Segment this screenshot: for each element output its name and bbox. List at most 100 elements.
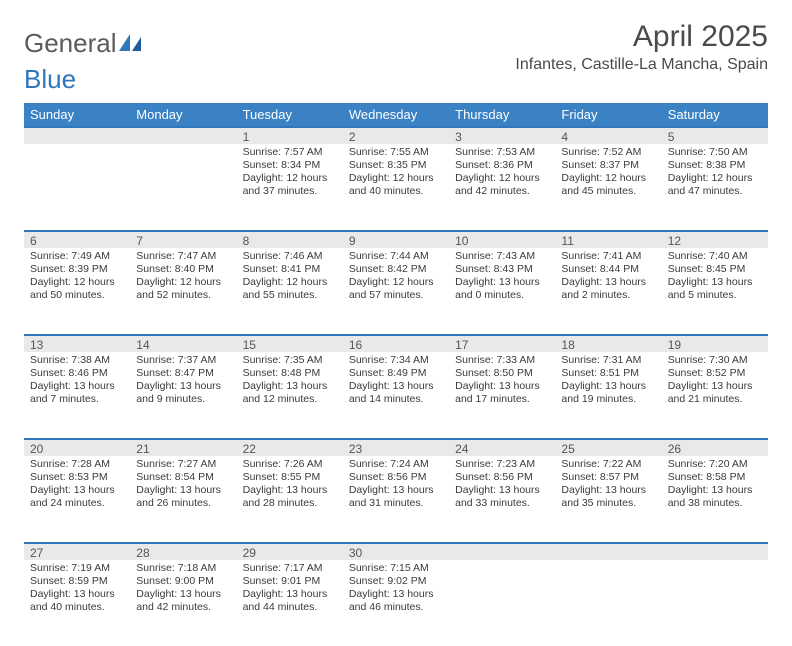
day-header-row: SundayMondayTuesdayWednesdayThursdayFrid… [24,103,768,126]
daylight-text: Daylight: 12 hours and 57 minutes. [349,276,443,302]
day-number-empty [130,126,236,144]
week-content-row: Sunrise: 7:38 AMSunset: 8:46 PMDaylight:… [24,352,768,438]
day-details: Sunrise: 7:19 AMSunset: 8:59 PMDaylight:… [24,560,130,621]
sunrise-text: Sunrise: 7:35 AM [243,354,337,367]
sunrise-text: Sunrise: 7:15 AM [349,562,443,575]
day-details: Sunrise: 7:18 AMSunset: 9:00 PMDaylight:… [130,560,236,621]
day-details: Sunrise: 7:22 AMSunset: 8:57 PMDaylight:… [555,456,661,517]
day-number: 15 [237,334,343,352]
daylight-text: Daylight: 12 hours and 45 minutes. [561,172,655,198]
day-number: 5 [662,126,768,144]
calendar-cell: Sunrise: 7:49 AMSunset: 8:39 PMDaylight:… [24,248,130,334]
daylight-text: Daylight: 13 hours and 14 minutes. [349,380,443,406]
day-details: Sunrise: 7:24 AMSunset: 8:56 PMDaylight:… [343,456,449,517]
day-number: 12 [662,230,768,248]
sunrise-text: Sunrise: 7:57 AM [243,146,337,159]
calendar-cell: Sunrise: 7:43 AMSunset: 8:43 PMDaylight:… [449,248,555,334]
calendar-cell: Sunrise: 7:20 AMSunset: 8:58 PMDaylight:… [662,456,768,542]
week-content-row: Sunrise: 7:57 AMSunset: 8:34 PMDaylight:… [24,144,768,230]
day-details: Sunrise: 7:33 AMSunset: 8:50 PMDaylight:… [449,352,555,413]
calendar-cell: Sunrise: 7:27 AMSunset: 8:54 PMDaylight:… [130,456,236,542]
daylight-text: Daylight: 13 hours and 35 minutes. [561,484,655,510]
day-header: Tuesday [237,103,343,126]
day-details: Sunrise: 7:40 AMSunset: 8:45 PMDaylight:… [662,248,768,309]
sunset-text: Sunset: 8:58 PM [668,471,762,484]
daylight-text: Daylight: 13 hours and 21 minutes. [668,380,762,406]
week-daynum-row: 12345 [24,126,768,144]
sunrise-text: Sunrise: 7:34 AM [349,354,443,367]
day-details: Sunrise: 7:41 AMSunset: 8:44 PMDaylight:… [555,248,661,309]
daylight-text: Daylight: 13 hours and 44 minutes. [243,588,337,614]
daylight-text: Daylight: 13 hours and 24 minutes. [30,484,124,510]
day-number: 4 [555,126,661,144]
day-header: Friday [555,103,661,126]
day-header: Monday [130,103,236,126]
day-details: Sunrise: 7:31 AMSunset: 8:51 PMDaylight:… [555,352,661,413]
calendar-cell: Sunrise: 7:33 AMSunset: 8:50 PMDaylight:… [449,352,555,438]
calendar-cell [555,560,661,646]
sunrise-text: Sunrise: 7:26 AM [243,458,337,471]
daylight-text: Daylight: 13 hours and 33 minutes. [455,484,549,510]
sunrise-text: Sunrise: 7:18 AM [136,562,230,575]
week-content-row: Sunrise: 7:19 AMSunset: 8:59 PMDaylight:… [24,560,768,646]
day-number: 30 [343,542,449,560]
sunrise-text: Sunrise: 7:47 AM [136,250,230,263]
calendar-cell: Sunrise: 7:46 AMSunset: 8:41 PMDaylight:… [237,248,343,334]
daylight-text: Daylight: 13 hours and 40 minutes. [30,588,124,614]
daylight-text: Daylight: 12 hours and 37 minutes. [243,172,337,198]
day-details: Sunrise: 7:47 AMSunset: 8:40 PMDaylight:… [130,248,236,309]
sunrise-text: Sunrise: 7:55 AM [349,146,443,159]
day-details: Sunrise: 7:53 AMSunset: 8:36 PMDaylight:… [449,144,555,205]
day-number: 22 [237,438,343,456]
week-daynum-row: 20212223242526 [24,438,768,456]
calendar-cell: Sunrise: 7:22 AMSunset: 8:57 PMDaylight:… [555,456,661,542]
daylight-text: Daylight: 13 hours and 5 minutes. [668,276,762,302]
sunrise-text: Sunrise: 7:30 AM [668,354,762,367]
calendar-cell: Sunrise: 7:30 AMSunset: 8:52 PMDaylight:… [662,352,768,438]
sunset-text: Sunset: 8:38 PM [668,159,762,172]
calendar-cell: Sunrise: 7:18 AMSunset: 9:00 PMDaylight:… [130,560,236,646]
sunrise-text: Sunrise: 7:44 AM [349,250,443,263]
sunrise-text: Sunrise: 7:20 AM [668,458,762,471]
sunrise-text: Sunrise: 7:24 AM [349,458,443,471]
daylight-text: Daylight: 13 hours and 38 minutes. [668,484,762,510]
day-number-empty [662,542,768,560]
day-details: Sunrise: 7:28 AMSunset: 8:53 PMDaylight:… [24,456,130,517]
daylight-text: Daylight: 13 hours and 46 minutes. [349,588,443,614]
sunrise-text: Sunrise: 7:46 AM [243,250,337,263]
day-number: 7 [130,230,236,248]
sunset-text: Sunset: 8:55 PM [243,471,337,484]
sunset-text: Sunset: 8:40 PM [136,263,230,276]
calendar-table: SundayMondayTuesdayWednesdayThursdayFrid… [24,103,768,646]
day-number: 11 [555,230,661,248]
sunset-text: Sunset: 8:59 PM [30,575,124,588]
day-details: Sunrise: 7:52 AMSunset: 8:37 PMDaylight:… [555,144,661,205]
week-content-row: Sunrise: 7:28 AMSunset: 8:53 PMDaylight:… [24,456,768,542]
sunset-text: Sunset: 8:48 PM [243,367,337,380]
day-details: Sunrise: 7:17 AMSunset: 9:01 PMDaylight:… [237,560,343,621]
daylight-text: Daylight: 13 hours and 9 minutes. [136,380,230,406]
calendar-cell: Sunrise: 7:41 AMSunset: 8:44 PMDaylight:… [555,248,661,334]
week-daynum-row: 13141516171819 [24,334,768,352]
calendar-cell [24,144,130,230]
day-number: 13 [24,334,130,352]
daylight-text: Daylight: 13 hours and 42 minutes. [136,588,230,614]
sunset-text: Sunset: 8:44 PM [561,263,655,276]
daylight-text: Daylight: 13 hours and 0 minutes. [455,276,549,302]
calendar-cell: Sunrise: 7:47 AMSunset: 8:40 PMDaylight:… [130,248,236,334]
daylight-text: Daylight: 12 hours and 50 minutes. [30,276,124,302]
sunrise-text: Sunrise: 7:31 AM [561,354,655,367]
sunset-text: Sunset: 9:01 PM [243,575,337,588]
day-details: Sunrise: 7:49 AMSunset: 8:39 PMDaylight:… [24,248,130,309]
sunrise-text: Sunrise: 7:41 AM [561,250,655,263]
day-details: Sunrise: 7:23 AMSunset: 8:56 PMDaylight:… [449,456,555,517]
sunrise-text: Sunrise: 7:19 AM [30,562,124,575]
daylight-text: Daylight: 13 hours and 31 minutes. [349,484,443,510]
sunset-text: Sunset: 8:53 PM [30,471,124,484]
sunset-text: Sunset: 9:00 PM [136,575,230,588]
day-number: 23 [343,438,449,456]
day-details: Sunrise: 7:15 AMSunset: 9:02 PMDaylight:… [343,560,449,621]
sunset-text: Sunset: 8:51 PM [561,367,655,380]
calendar-cell: Sunrise: 7:52 AMSunset: 8:37 PMDaylight:… [555,144,661,230]
sunset-text: Sunset: 8:54 PM [136,471,230,484]
